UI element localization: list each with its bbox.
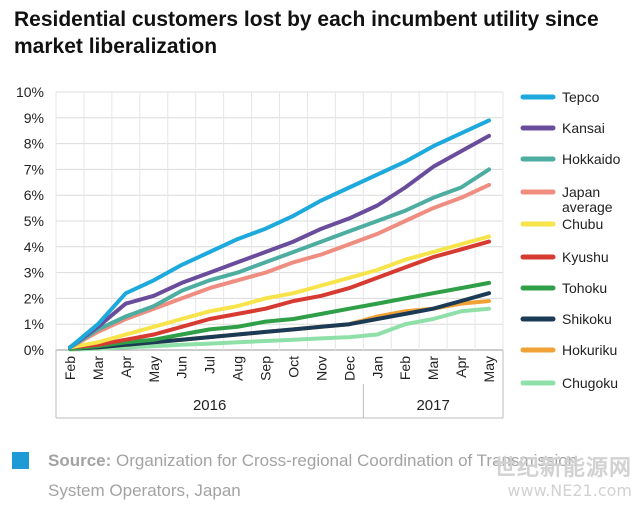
- x-tick-label: May: [481, 356, 497, 382]
- y-tick-label: 3%: [24, 265, 44, 281]
- y-tick-label: 10%: [16, 84, 44, 100]
- x-tick-label: Jan: [369, 356, 385, 379]
- series-line-tepco: [68, 118, 491, 350]
- legend-label: Kyushu: [562, 249, 609, 265]
- x-tick-label: Mar: [90, 356, 106, 380]
- watermark-line2: www.NE21.com: [507, 481, 632, 500]
- legend-label: Hokuriku: [562, 342, 617, 358]
- x-tick-label: Aug: [230, 356, 246, 381]
- y-tick-label: 6%: [24, 187, 44, 203]
- legend-label: Chugoku: [562, 375, 618, 391]
- source-text: Organization for Cross-regional Coordina…: [48, 451, 578, 500]
- series-line-hokkaido: [68, 167, 491, 350]
- x-tick-label: Jun: [174, 356, 190, 379]
- x-tick-label: Apr: [453, 356, 469, 378]
- x-tick-label: Dec: [341, 356, 357, 381]
- watermark: 世纪新能源网 www.NE21.com: [494, 458, 632, 502]
- series-line-japan-average: [68, 182, 491, 350]
- legend-label: Kansai: [562, 120, 605, 136]
- x-tick-label: Jul: [202, 356, 218, 374]
- y-tick-label: 9%: [24, 110, 44, 126]
- year-label: 2017: [416, 397, 449, 414]
- legend-label: Tohoku: [562, 280, 607, 296]
- series-line-kyushu: [68, 239, 491, 350]
- square-icon: [12, 452, 29, 469]
- source-note: Source: Organization for Cross-regional …: [48, 446, 608, 506]
- x-tick-label: Nov: [313, 356, 329, 381]
- year-label: 2016: [193, 397, 226, 414]
- x-tick-label: Sep: [258, 356, 274, 381]
- source-label: Source:: [48, 451, 112, 470]
- x-tick-label: Feb: [397, 356, 413, 380]
- series-line-chubu: [68, 234, 491, 350]
- x-tick-label: Feb: [62, 356, 78, 380]
- series-line-tohoku: [68, 280, 491, 351]
- series-line-kansai: [68, 133, 491, 350]
- y-tick-label: 0%: [24, 342, 44, 358]
- series-line-shikoku: [68, 291, 491, 351]
- y-tick-label: 1%: [24, 316, 44, 332]
- x-tick-label: Mar: [425, 356, 441, 380]
- watermark-line1: 世纪新能源网: [493, 456, 632, 481]
- legend-label: Japan average: [562, 184, 613, 215]
- legend-label: Tepco: [562, 89, 600, 105]
- axes: 0% 1% 2% 3% 4% 5% 6% 7% 8% 9% 10% Feb Mar Apr May Jun Ju…: [16, 84, 504, 419]
- y-tick-label: 5%: [24, 213, 44, 229]
- x-tick-label: Oct: [285, 356, 301, 378]
- line-chart: 0% 1% 2% 3% 4% 5% 6% 7% 8% 9% 10% Feb Mar Apr May Jun Ju…: [16, 84, 621, 419]
- x-tick-label: Apr: [118, 356, 134, 378]
- legend-label: Chubu: [562, 216, 603, 232]
- chart-title: Residential customers lost by each incum…: [14, 8, 599, 58]
- legend-label: Hokkaido: [562, 151, 621, 167]
- y-tick-label: 7%: [24, 161, 44, 177]
- series-line-chugoku: [68, 306, 491, 352]
- series-lines: [68, 118, 491, 352]
- y-tick-label: 8%: [24, 136, 44, 152]
- legend-label: Shikoku: [562, 311, 612, 327]
- y-tick-label: 4%: [24, 239, 44, 255]
- y-tick-label: 2%: [24, 290, 44, 306]
- x-tick-label: May: [146, 356, 162, 382]
